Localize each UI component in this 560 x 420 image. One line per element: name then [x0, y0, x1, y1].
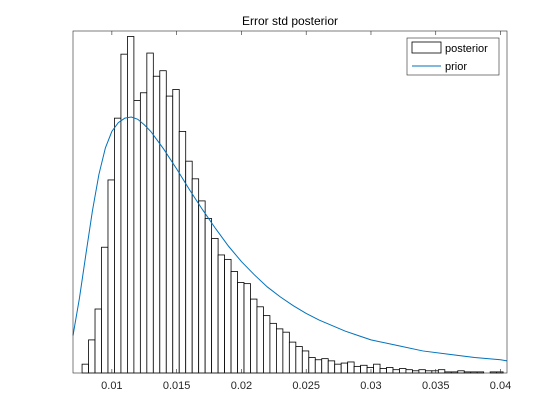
histogram-bar [308, 357, 316, 374]
histogram-bar [211, 238, 219, 374]
histogram-bar [379, 368, 387, 374]
histogram-bar [178, 130, 187, 374]
histogram-bar [295, 346, 303, 374]
prior-curve [72, 116, 508, 362]
histogram-bar [412, 370, 420, 374]
histogram-bar [263, 315, 271, 374]
histogram-bar [405, 369, 413, 374]
histogram-bar [152, 75, 161, 374]
legend-label-posterior: posterior [445, 43, 488, 55]
histogram-bar [334, 363, 342, 374]
histogram-bar [301, 350, 310, 374]
histogram-bar [424, 370, 433, 374]
histogram-bar [392, 369, 400, 374]
histogram-bar [275, 328, 284, 374]
histogram-bar [250, 298, 258, 374]
histogram-bar [191, 178, 200, 374]
histogram-bar [139, 92, 148, 374]
histogram-bar [360, 364, 368, 374]
histogram-bar [386, 367, 394, 374]
histogram-bar [133, 100, 141, 374]
x-axis-ticks: 0.01 0.015 0.02 0.025 0.03 0.035 0.04 [101, 31, 511, 392]
x-tick-label: 0.025 [292, 380, 320, 392]
histogram-bar [224, 258, 232, 374]
histogram-bar [88, 339, 96, 374]
histogram-bar [230, 271, 238, 374]
x-tick-label: 0.015 [163, 380, 191, 392]
histogram-bar [399, 368, 407, 374]
histogram-bar [288, 341, 297, 374]
chart-title: Error std posterior [242, 14, 338, 28]
histogram-bar [146, 52, 154, 374]
histogram-bar [101, 246, 109, 374]
x-tick-label: 0.03 [360, 380, 381, 392]
histogram-bar [457, 370, 465, 374]
histogram-bar [269, 322, 277, 374]
legend: posterior prior [406, 37, 500, 76]
histogram-bar [256, 306, 264, 374]
plot-frame [72, 30, 508, 374]
histogram-bar [159, 70, 167, 374]
histogram-bar [347, 361, 355, 374]
histogram-bar [204, 218, 213, 374]
x-tick-label: 0.04 [490, 380, 511, 392]
x-tick-label: 0.01 [101, 380, 122, 392]
histogram-bar [198, 200, 206, 374]
histogram-bar [373, 363, 381, 374]
histogram-bar [431, 370, 439, 374]
histogram-bar [243, 283, 251, 374]
histogram-bar [165, 95, 174, 374]
histogram-bar [114, 117, 122, 374]
legend-label-prior: prior [445, 61, 467, 73]
histogram-bar [314, 359, 323, 374]
histogram-bar [81, 363, 89, 374]
histogram-bar [217, 254, 225, 374]
histogram-bar [353, 365, 362, 374]
x-tick-label: 0.035 [422, 380, 450, 392]
histogram-bar [172, 89, 180, 374]
histogram-bar [107, 179, 115, 374]
histogram-bar [418, 369, 426, 374]
histogram-bar [366, 367, 374, 374]
legend-swatch-posterior [411, 41, 442, 54]
histogram-bar [340, 362, 349, 374]
x-tick-label: 0.02 [231, 380, 252, 392]
histogram-bar [120, 53, 128, 374]
histogram-bar [327, 360, 336, 374]
histogram-bar [237, 282, 245, 374]
histogram-bar [94, 308, 102, 374]
histogram-bar [437, 369, 446, 374]
histogram-bar [127, 36, 135, 374]
histogram-bar [282, 331, 290, 374]
histogram-bar [321, 358, 329, 374]
